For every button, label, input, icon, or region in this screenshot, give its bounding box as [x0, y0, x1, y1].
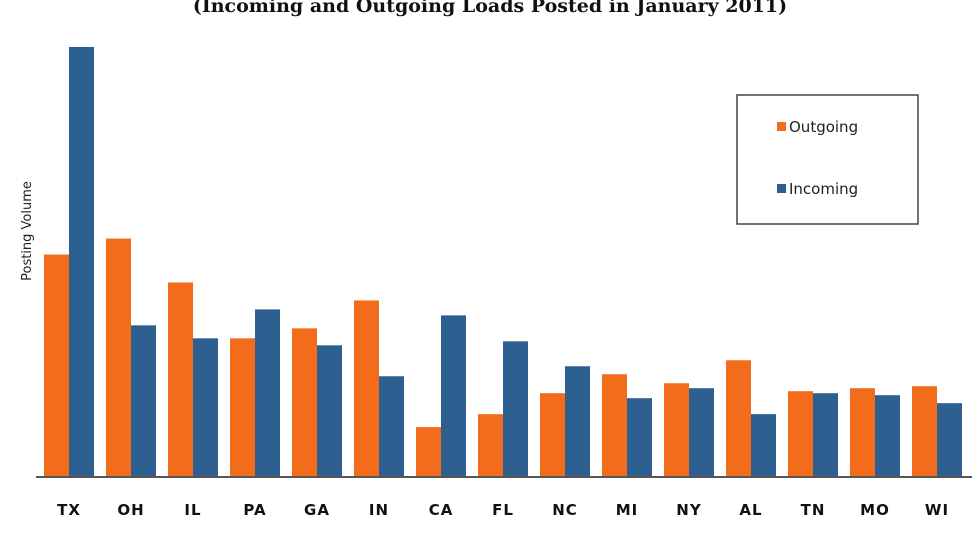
bar-outgoing-mo: [850, 388, 875, 476]
bar-outgoing-ga: [292, 328, 317, 476]
chart-title: (Incoming and Outgoing Loads Posted in J…: [193, 0, 787, 17]
legend-frame: [736, 94, 919, 225]
bar-incoming-in: [379, 376, 404, 476]
bar-incoming-nc: [565, 366, 590, 476]
x-tick-label-mo: MO: [860, 501, 890, 519]
x-tick-label-al: AL: [739, 501, 762, 519]
bar-incoming-fl: [503, 341, 528, 476]
legend-swatch-outgoing: [777, 122, 786, 131]
x-tick-label-ny: NY: [676, 501, 702, 519]
x-tick-labels: TX OH IL PA GA IN CA FL NC MI NY AL TN MO WI: [57, 501, 949, 519]
legend-swatch-incoming: [777, 184, 786, 193]
bar-outgoing-tn: [788, 391, 813, 476]
x-tick-label-oh: OH: [117, 501, 144, 519]
x-tick-label-ga: GA: [304, 501, 330, 519]
bar-outgoing-ca: [416, 427, 441, 476]
bar-outgoing-il: [168, 282, 193, 476]
bar-outgoing-mi: [602, 374, 627, 476]
legend: Outgoing Incoming: [736, 94, 919, 225]
bars-group: [44, 47, 962, 476]
bar-outgoing-in: [354, 300, 379, 476]
bar-incoming-tn: [813, 393, 838, 476]
bar-outgoing-al: [726, 360, 751, 476]
bar-outgoing-fl: [478, 414, 503, 476]
bar-incoming-tx: [69, 47, 94, 476]
bar-incoming-al: [751, 414, 776, 476]
x-tick-label-tn: TN: [801, 501, 826, 519]
bar-outgoing-oh: [106, 238, 131, 476]
bar-incoming-ca: [441, 315, 466, 476]
bar-incoming-ga: [317, 345, 342, 476]
bar-incoming-pa: [255, 309, 280, 476]
legend-label-outgoing: Outgoing: [789, 118, 858, 136]
bar-incoming-oh: [131, 325, 156, 476]
x-tick-label-in: IN: [369, 501, 389, 519]
bar-outgoing-nc: [540, 393, 565, 476]
bar-outgoing-tx: [44, 254, 69, 476]
x-tick-label-il: IL: [184, 501, 201, 519]
y-axis-label: Posting Volume: [20, 181, 35, 281]
x-tick-label-ca: CA: [429, 501, 454, 519]
bar-outgoing-pa: [230, 338, 255, 476]
x-tick-label-mi: MI: [616, 501, 639, 519]
bar-incoming-ny: [689, 388, 714, 476]
bar-incoming-wi: [937, 403, 962, 476]
x-tick-label-tx: TX: [57, 501, 81, 519]
x-tick-label-nc: NC: [552, 501, 578, 519]
bar-incoming-mi: [627, 398, 652, 476]
x-tick-label-pa: PA: [243, 501, 266, 519]
x-tick-label-wi: WI: [925, 501, 949, 519]
bar-outgoing-ny: [664, 383, 689, 476]
bar-outgoing-wi: [912, 386, 937, 476]
x-tick-label-fl: FL: [492, 501, 514, 519]
bar-incoming-mo: [875, 395, 900, 476]
bar-incoming-il: [193, 338, 218, 476]
legend-label-incoming: Incoming: [789, 180, 858, 198]
